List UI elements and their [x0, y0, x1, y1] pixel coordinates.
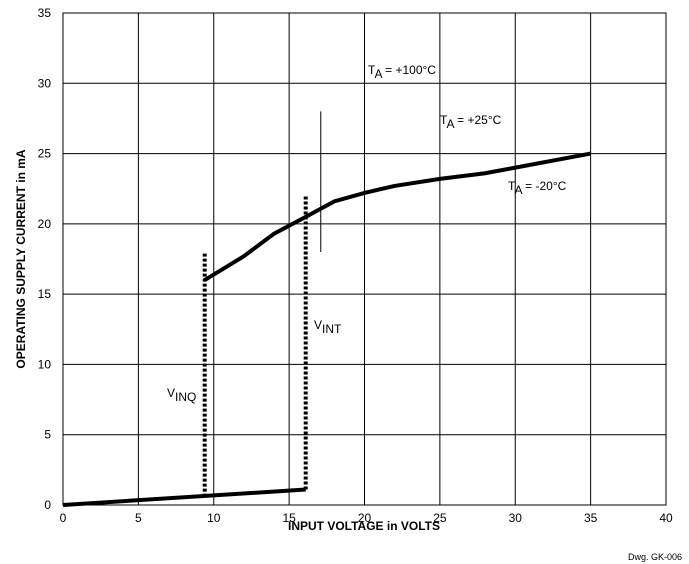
x-tick-label: 40 [659, 511, 673, 525]
x-tick-label: 0 [60, 511, 67, 525]
data-line [62, 487, 306, 507]
annotation: VINT [314, 318, 342, 336]
y-tick-label: 30 [38, 76, 52, 90]
annotation-sub: INT [322, 322, 342, 336]
y-tick-label: 35 [38, 6, 52, 20]
y-tick-label: 15 [38, 287, 52, 301]
annotation-main: T [368, 63, 376, 77]
x-tick-label: 10 [207, 511, 221, 525]
y-tick-label: 0 [44, 498, 51, 512]
y-tick-label: 5 [44, 428, 51, 442]
x-tick-label: 35 [584, 511, 598, 525]
annotation-main: V [314, 318, 322, 332]
x-axis-label: INPUT VOLTAGE in VOLTS [288, 519, 440, 533]
y-axis-label: OPERATING SUPPLY CURRENT in mA [14, 149, 28, 368]
x-tick-label: 15 [282, 511, 296, 525]
annotation-sub: INQ [175, 390, 196, 404]
y-tick-label: 20 [38, 217, 52, 231]
annotation: TA = +100°C [368, 63, 436, 81]
annotation-sub: A [514, 183, 522, 197]
annotation-rest: = -20°C [522, 179, 567, 193]
annotation: TA = -20°C [508, 179, 567, 197]
annotation-main: V [167, 386, 175, 400]
annotation-sub: A [374, 67, 382, 81]
x-tick-label: 20 [358, 511, 372, 525]
annotation-rest: = +25°C [454, 113, 502, 127]
annotation: VINQ [167, 386, 196, 404]
footnote: Dwg. GK-006 [628, 552, 682, 562]
y-tick-label: 10 [38, 357, 52, 371]
annotation: TA = +25°C [440, 113, 502, 131]
data-line [203, 151, 591, 282]
y-tick-label: 25 [38, 147, 52, 161]
annotation-rest: = +100°C [382, 63, 437, 77]
x-tick-label: 25 [433, 511, 447, 525]
annotation-main: T [440, 113, 448, 127]
annotation-main: T [508, 179, 516, 193]
annotation-sub: A [446, 117, 454, 131]
x-tick-label: 5 [135, 511, 142, 525]
x-tick-label: 30 [509, 511, 523, 525]
